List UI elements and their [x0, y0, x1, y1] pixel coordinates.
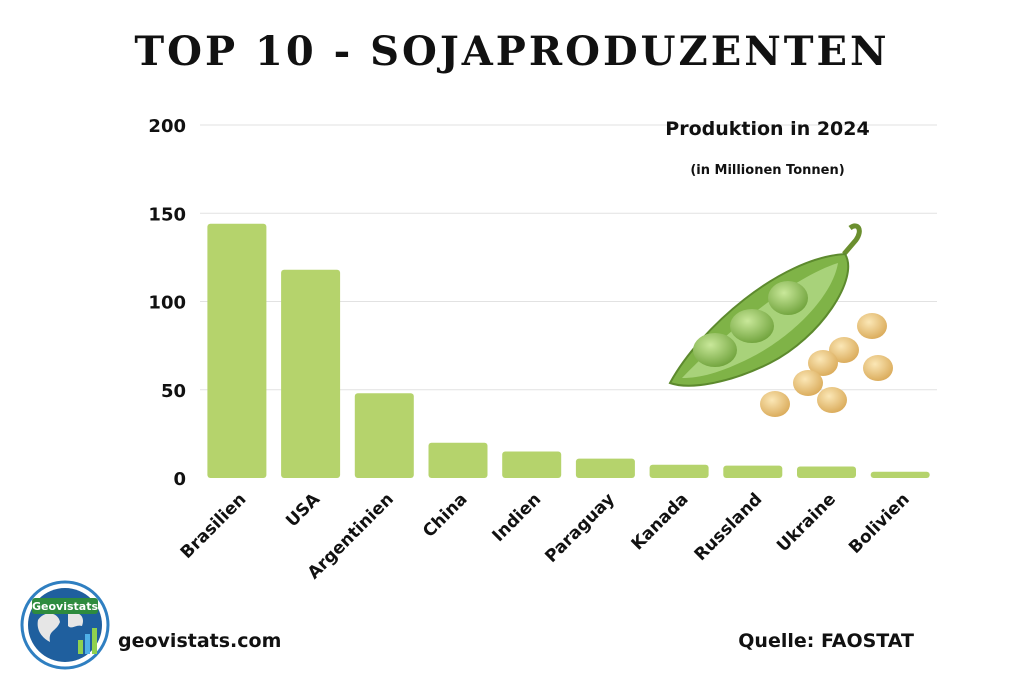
- y-tick-label: 150: [148, 204, 186, 225]
- geovistats-logo: Geovistats: [20, 580, 110, 670]
- x-tick-label: China: [419, 489, 471, 541]
- chart-subtitle: Produktion in 2024: [665, 118, 870, 140]
- bar-brasilien: [207, 223, 267, 478]
- bar-usa: [281, 269, 341, 478]
- bar-kanada: [649, 464, 709, 478]
- x-tick-label: Paraguay: [541, 489, 619, 567]
- y-tick-label: 100: [148, 293, 186, 314]
- bar-bolivien: [870, 471, 930, 478]
- bar-indien: [502, 451, 562, 478]
- y-tick-label: 50: [161, 381, 186, 402]
- bar-russland: [723, 465, 783, 478]
- bar-ukraine: [797, 466, 856, 478]
- chart-unit-label: (in Millionen Tonnen): [690, 163, 845, 178]
- source-label: Quelle: FAOSTAT: [738, 630, 914, 652]
- website-label: geovistats.com: [118, 630, 282, 652]
- soybean-pod-icon: [668, 223, 893, 417]
- y-tick-label: 200: [148, 116, 186, 137]
- x-tick-label: Brasilien: [177, 489, 251, 563]
- bar-china: [428, 442, 488, 478]
- x-tick-label: Bolivien: [845, 489, 913, 557]
- y-tick-label: 0: [173, 469, 186, 490]
- x-tick-label: USA: [282, 489, 324, 531]
- x-tick-label: Indien: [489, 489, 546, 546]
- logo-text: Geovistats: [32, 600, 98, 613]
- x-tick-label: Ukraine: [773, 489, 840, 556]
- x-tick-label: Kanada: [628, 489, 693, 554]
- bar-argentinien: [354, 393, 414, 478]
- chart-title: TOP 10 - SOJAPRODUZENTEN: [134, 28, 890, 75]
- bar-paraguay: [575, 458, 635, 478]
- x-tick-label: Russland: [691, 489, 767, 565]
